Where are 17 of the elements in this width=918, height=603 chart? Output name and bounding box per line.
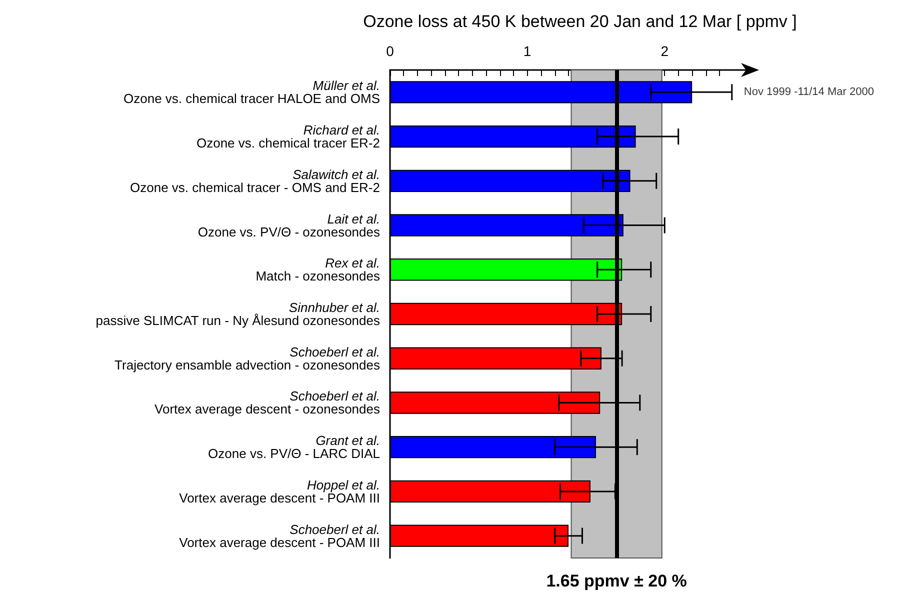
y-tick-label: Rex et al. Match - ozonesondes bbox=[256, 256, 380, 284]
y-tick-label: Lait et al. Ozone vs. PV/Θ - ozonesondes bbox=[198, 211, 380, 240]
y-tick-label: Hoppel et al. Vortex average descent - POAM III bbox=[179, 477, 380, 506]
y-tick-label: Schoeberl et al. Trajectory ensamble advection - ozonesondes bbox=[114, 344, 380, 372]
x-tick-label: 1 bbox=[523, 43, 532, 59]
x-tick-label: 2 bbox=[660, 43, 669, 59]
y-tick-label: Sinnhuber et al. passive SLIMCAT run - Ny Ålesund ozonesondes bbox=[96, 300, 380, 328]
chart-title: Ozone loss at 450 K between 20 Jan and 12 Mar [ ppmv ] bbox=[363, 12, 797, 31]
x-tick-label: 0 bbox=[386, 43, 394, 59]
y-tick-label: Schoeberl et al. Vortex average descent - ozonesondes bbox=[154, 388, 380, 417]
y-tick-label: Schoeberl et al. Vortex average descent - POAM III bbox=[179, 522, 380, 550]
annotation: Nov 1999 -11/14 Mar 2000 bbox=[744, 86, 874, 98]
y-tick-label: Grant et al. Ozone vs. PV/Θ - LARC DIAL bbox=[208, 433, 380, 462]
band-label: 1.65 ppmv ± 20 % bbox=[546, 572, 687, 590]
y-tick-label: Salawitch et al. Ozone vs. chemical tracer - OMS and ER-2 bbox=[130, 166, 380, 195]
y-tick-label: Richard et al. Ozone vs. chemical tracer ER-2 bbox=[196, 122, 380, 151]
y-tick-label: Müller et al. Ozone vs. chemical tracer HALOE and OMS bbox=[124, 78, 380, 106]
